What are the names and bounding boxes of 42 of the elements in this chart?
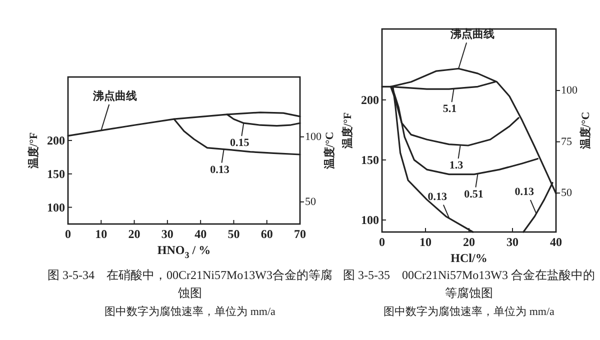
y-tick-label: 100 bbox=[47, 200, 65, 214]
y2-tick-label: 50 bbox=[305, 196, 316, 208]
x-tick-label: 10 bbox=[420, 235, 432, 249]
y2-tick-label: 100 bbox=[305, 130, 322, 143]
x-tick-label: 50 bbox=[228, 227, 240, 241]
y-tick-label: 200 bbox=[361, 92, 379, 107]
annotation: 0.13 bbox=[428, 190, 448, 203]
x-tick-label: 40 bbox=[194, 227, 207, 241]
y-tick-label: 200 bbox=[47, 133, 65, 148]
annotation: 0.51 bbox=[464, 188, 484, 200]
y2-tick-label: 75 bbox=[561, 136, 572, 148]
x-axis-title: HNO$_{3}$ / % bbox=[157, 243, 211, 260]
annotation: 5.1 bbox=[442, 103, 457, 116]
y-tick-label: 150 bbox=[47, 166, 65, 181]
text: 图 3-5-34 在硝酸中，00Cr21Ni57Mo13W3合金的等腐蚀图 bbox=[46, 267, 334, 302]
y2-tick-label: 50 bbox=[561, 187, 572, 200]
y2-tick-label: 100 bbox=[561, 84, 578, 97]
x-tick-label: 20 bbox=[128, 227, 140, 241]
x-tick-label: 30 bbox=[506, 235, 518, 249]
x-tick-label: 60 bbox=[260, 227, 273, 241]
annotation: 0.15 bbox=[230, 137, 250, 150]
x-tick-label: 0 bbox=[379, 235, 385, 249]
annotation: 0.13 bbox=[514, 186, 535, 198]
x-axis-title: HCl/% bbox=[450, 251, 488, 265]
annotation: 0.13 bbox=[210, 164, 230, 176]
annotation: 沸点曲线 bbox=[92, 89, 138, 102]
text: 图中数字为腐蚀速率，单位为 mm/a bbox=[104, 304, 276, 320]
x-tick-label: 70 bbox=[294, 227, 306, 241]
x-tick-label: 30 bbox=[161, 227, 174, 241]
text: 图中数字为腐蚀速率，单位为 mm/a bbox=[382, 304, 556, 320]
text: 图 3-5-35 00Cr21Ni57Mo13W3 合金在盐酸中的等腐蚀图 bbox=[342, 267, 596, 302]
y-axis-title: 温度/°F bbox=[27, 132, 40, 170]
x-tick-label: 40 bbox=[550, 235, 562, 249]
x-tick-label: 20 bbox=[463, 235, 475, 249]
y-axis-title: 温度/°F bbox=[341, 112, 354, 150]
y2-axis-title: 温度/°C bbox=[323, 132, 336, 170]
x-tick-label: 10 bbox=[95, 227, 108, 241]
y-tick-label: 150 bbox=[361, 152, 379, 167]
y2-axis-title: 温度/°C bbox=[579, 112, 592, 150]
annotation: 1.3 bbox=[449, 160, 464, 172]
x-tick-label: 0 bbox=[65, 227, 71, 241]
y-tick-label: 100 bbox=[361, 212, 379, 227]
